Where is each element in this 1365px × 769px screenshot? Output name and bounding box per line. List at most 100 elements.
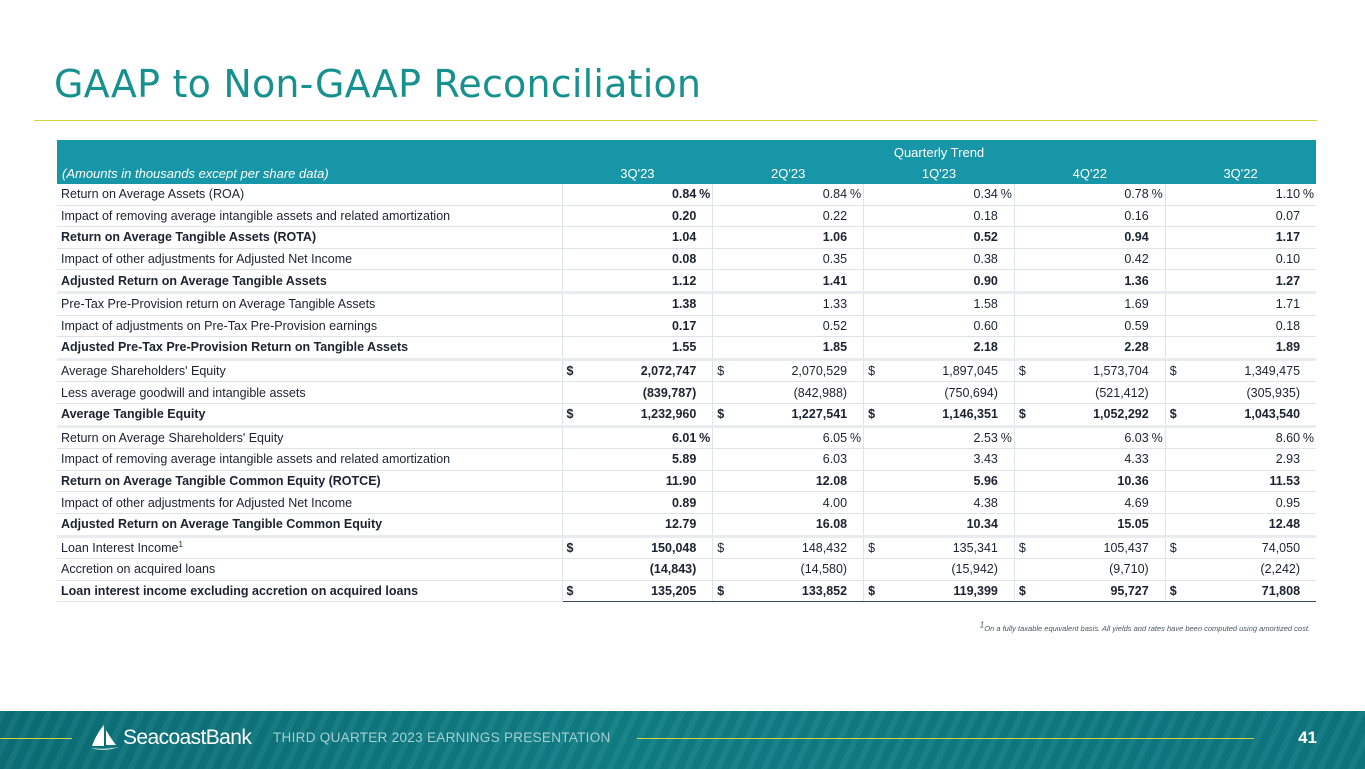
value-cell: $135,341 [863, 534, 1015, 560]
cell-value: 1,146,351 [942, 407, 998, 422]
row-label: Adjusted Return on Average Tangible Asse… [57, 269, 562, 293]
cell-value: (750,694) [944, 385, 998, 400]
cell-value: 1.27 [1275, 273, 1301, 288]
footer-pattern [0, 711, 1365, 769]
row-label: Adjusted Pre-Tax Pre-Provision Return on… [57, 336, 562, 360]
value-cell: 1.27 [1164, 269, 1317, 293]
row-label-text: Impact of removing average intangible as… [61, 208, 451, 223]
cell-value: 4.00 [822, 495, 848, 510]
row-label-text: Average Shareholders' Equity [61, 364, 226, 379]
cell-value: 0.59 [1124, 318, 1149, 333]
currency-symbol: $ [717, 407, 725, 422]
value-cell: 0.84% [561, 184, 713, 206]
currency-symbol: $ [1169, 583, 1177, 598]
row-label-text: Loan Interest Income [61, 540, 179, 555]
presentation-title: THIRD QUARTER 2023 EARNINGS PRESENTATION [273, 730, 611, 745]
cell-value: 1.10 [1275, 187, 1301, 202]
value-cell: 11.53 [1164, 470, 1317, 493]
cell-value: 1,349,475 [1244, 364, 1301, 379]
row-label-text: Pre-Tax Pre-Provision return on Average … [61, 297, 376, 312]
cell-value: 135,205 [651, 583, 697, 598]
value-cell: 2.93 [1164, 448, 1317, 471]
cell-value: 1.17 [1275, 230, 1301, 245]
value-cell: 0.95 [1164, 491, 1317, 514]
currency-symbol: $ [566, 540, 574, 555]
value-cell: $133,852 [712, 580, 864, 603]
value-cell: 1.33 [712, 290, 864, 316]
footnote: 1On a fully taxable equivalent basis. Al… [980, 621, 1310, 633]
value-cell: 1.69 [1013, 290, 1166, 316]
table-row: Accretion on acquired loans (14,843) (14,5… [57, 558, 1317, 581]
row-label-text: Impact of adjustments on Pre-Tax Pre-Pro… [61, 318, 378, 333]
footer-accent-line-left [0, 738, 72, 739]
table-row: Adjusted Pre-Tax Pre-Provision Return on… [57, 336, 1317, 360]
value-cell: 0.10 [1164, 248, 1317, 271]
table-group-header-row: Quarterly Trend [57, 140, 1317, 162]
value-cell: 0.94 [1013, 226, 1166, 249]
value-cell: 0.89 [561, 491, 713, 514]
value-cell: 5.96 [863, 470, 1015, 493]
value-cell: 15.05 [1013, 513, 1166, 537]
cell-value: 6.03 [822, 452, 848, 467]
row-label: Adjusted Return on Average Tangible Comm… [57, 513, 562, 537]
table-row: Pre-Tax Pre-Provision return on Average … [57, 290, 1317, 316]
cell-value: 0.42 [1124, 252, 1149, 267]
currency-symbol: $ [1169, 407, 1177, 422]
page-number: 41 [1298, 728, 1317, 747]
value-cell: 0.35 [712, 248, 864, 271]
value-cell: 0.34% [863, 184, 1015, 206]
row-label: Return on Average Tangible Assets (ROTA) [57, 226, 562, 249]
cell-value: 0.60 [973, 318, 998, 333]
cell-value: 6.01 [671, 430, 697, 445]
percent-suffix: % [699, 187, 711, 202]
cell-value: (9,710) [1109, 562, 1149, 577]
cell-value: 0.18 [973, 208, 998, 223]
currency-symbol: $ [1018, 540, 1026, 555]
value-cell: 0.20 [561, 205, 713, 228]
row-label-text: Impact of removing average intangible as… [61, 452, 451, 467]
currency-symbol: $ [1018, 407, 1026, 422]
cell-value: 1,043,540 [1244, 407, 1301, 422]
cell-value: 6.05 [822, 430, 848, 445]
value-cell: 2.28 [1013, 336, 1166, 360]
value-cell: $1,897,045 [863, 357, 1015, 383]
value-cell: $2,072,747 [561, 357, 713, 383]
row-label: Return on Average Shareholders' Equity [57, 424, 562, 450]
value-cell: 0.90 [863, 269, 1015, 293]
cell-value: 4.69 [1124, 495, 1149, 510]
value-cell: 0.78% [1013, 184, 1166, 206]
cell-value: 0.52 [822, 318, 848, 333]
value-cell: $1,146,351 [863, 403, 1015, 427]
value-cell: 1.36 [1013, 269, 1166, 293]
value-cell: 1.89 [1164, 336, 1317, 360]
value-cell: 1.17 [1164, 226, 1317, 249]
cell-value: 1.12 [671, 273, 697, 288]
value-cell: 6.03% [1013, 424, 1166, 450]
percent-suffix: % [1000, 187, 1012, 202]
cell-value: 0.84 [822, 187, 848, 202]
cell-value: (839,787) [642, 385, 697, 400]
table-row: Return on Average Tangible Assets (ROTA)… [57, 226, 1317, 249]
value-cell: $119,399 [863, 580, 1015, 603]
cell-value: 1.58 [973, 297, 998, 312]
cell-value: 1.69 [1124, 297, 1149, 312]
cell-value: 8.60 [1275, 430, 1301, 445]
footer-bar: SeacoastBank THIRD QUARTER 2023 EARNINGS… [0, 711, 1365, 769]
currency-symbol: $ [566, 364, 574, 379]
cell-value: 1,573,704 [1093, 364, 1149, 379]
row-label: Impact of removing average intangible as… [57, 448, 562, 471]
value-cell: 0.52 [712, 315, 864, 338]
value-cell: 0.52 [863, 226, 1015, 249]
value-cell: (9,710) [1013, 558, 1166, 581]
value-cell: 4.33 [1013, 448, 1166, 471]
cell-value: 0.84 [671, 187, 697, 202]
cell-value: 1.55 [671, 340, 697, 355]
value-cell: 12.08 [712, 470, 864, 493]
value-cell: 0.42 [1013, 248, 1166, 271]
cell-value: 1.33 [822, 297, 848, 312]
value-cell: 1.85 [712, 336, 864, 360]
percent-suffix: % [849, 187, 862, 202]
footnote-text: On a fully taxable equivalent basis. All… [984, 624, 1310, 633]
percent-suffix: % [1151, 430, 1163, 445]
currency-symbol: $ [868, 583, 876, 598]
